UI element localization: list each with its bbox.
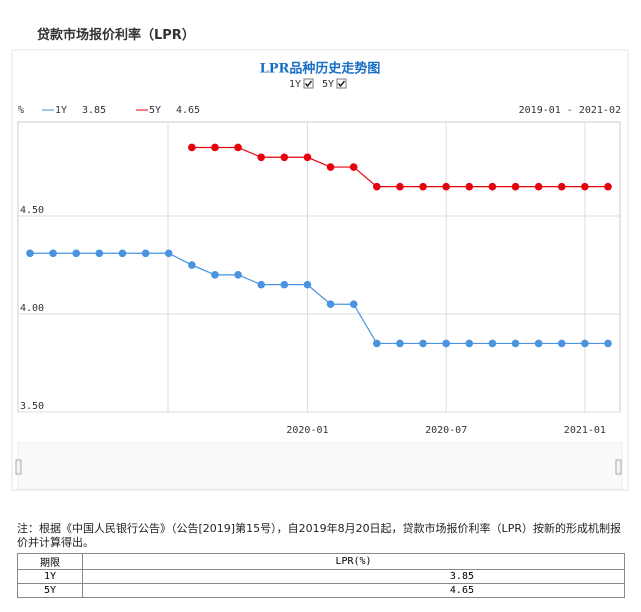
y-tick-label: 4.00 [20, 303, 44, 314]
chart-title: LPR品种历史走势图 [260, 61, 381, 77]
table-cell: 1Y [17, 569, 83, 584]
y-tick-label: 3.50 [20, 401, 44, 412]
table-row: 5Y 4.65 [17, 583, 625, 598]
legend-value: 4.65 [176, 105, 200, 116]
data-point [396, 339, 404, 348]
data-point [72, 249, 81, 258]
data-point [188, 143, 196, 152]
table-cell: 3.85 [82, 569, 625, 584]
data-point [604, 182, 612, 191]
data-point [211, 143, 219, 152]
y-tick-label: 4.50 [20, 205, 44, 216]
data-point [95, 249, 104, 258]
chart: LPR品种历史走势图 % 2019-01 - 2021-02 3.50 4.00 4… [11, 49, 629, 491]
page-title: 贷款市场报价利率（LPR） [37, 28, 195, 43]
date-range: 2019-01 - 2021-02 [519, 105, 621, 116]
data-point [373, 182, 381, 191]
data-point [234, 271, 242, 279]
note: 注：根据《中国人民银行公告》（公告[2019]第15号），自2019年8月20日… [17, 522, 621, 549]
data-point [257, 153, 266, 162]
data-point [442, 182, 450, 191]
data-point [419, 339, 427, 348]
header-cell: LPR(%) [82, 553, 625, 570]
data-point [326, 163, 335, 171]
unit: % [18, 105, 24, 116]
data-point [396, 182, 404, 191]
data-point [442, 339, 450, 348]
data-point [604, 339, 612, 348]
header-cell: 期限 [17, 553, 83, 570]
data-point [581, 339, 589, 348]
x-tick-label: 2020-07 [425, 425, 467, 436]
data-point [211, 271, 219, 279]
data-point [511, 182, 520, 191]
data-point [280, 280, 289, 289]
data-point [465, 339, 474, 348]
data-point [326, 300, 335, 309]
nav-handle[interactable] [15, 459, 22, 475]
data-point [511, 339, 520, 348]
legend-value: 3.85 [82, 105, 106, 116]
table: 期限 LPR(%) 1Y 3.85 5Y 4.65 [17, 553, 625, 598]
table-row: 1Y 3.85 [17, 569, 625, 584]
table-cell: 4.65 [82, 583, 625, 598]
data-point [188, 261, 196, 269]
data-point [234, 143, 242, 152]
data-point [26, 249, 34, 258]
table-cell: 5Y [17, 583, 83, 598]
data-point [534, 182, 543, 191]
data-point [488, 339, 497, 348]
data-point [349, 163, 358, 171]
data-point [419, 182, 427, 191]
legend-label: 1Y [55, 105, 67, 116]
checkmark [337, 80, 346, 88]
table-header: 期限 LPR(%) [17, 553, 625, 570]
series-line [30, 252, 608, 345]
checkbox-label: 1Y [289, 79, 301, 90]
checkbox[interactable] [303, 78, 314, 89]
data-point [465, 182, 474, 191]
data-point [49, 249, 57, 258]
chart-frame [11, 49, 629, 491]
checkbox-label: 5Y [322, 79, 334, 90]
data-point [303, 280, 312, 289]
data-point [373, 339, 381, 348]
nav-handle[interactable] [615, 459, 622, 475]
navigator[interactable] [17, 442, 623, 490]
legend-label: 5Y [149, 105, 161, 116]
data-point [141, 249, 150, 258]
data-point [534, 339, 543, 348]
x-tick-label: 2020-01 [286, 425, 328, 436]
data-point [557, 339, 566, 348]
x-tick-label: 2021-01 [564, 425, 606, 436]
data-point [280, 153, 289, 162]
data-point [303, 153, 312, 162]
data-point [581, 182, 589, 191]
data-point [164, 249, 173, 258]
data-point [488, 182, 497, 191]
data-point [257, 280, 266, 289]
checkmark [304, 80, 313, 88]
data-point [118, 249, 127, 258]
data-point [557, 182, 566, 191]
checkbox[interactable] [336, 78, 347, 89]
data-point [349, 300, 358, 309]
